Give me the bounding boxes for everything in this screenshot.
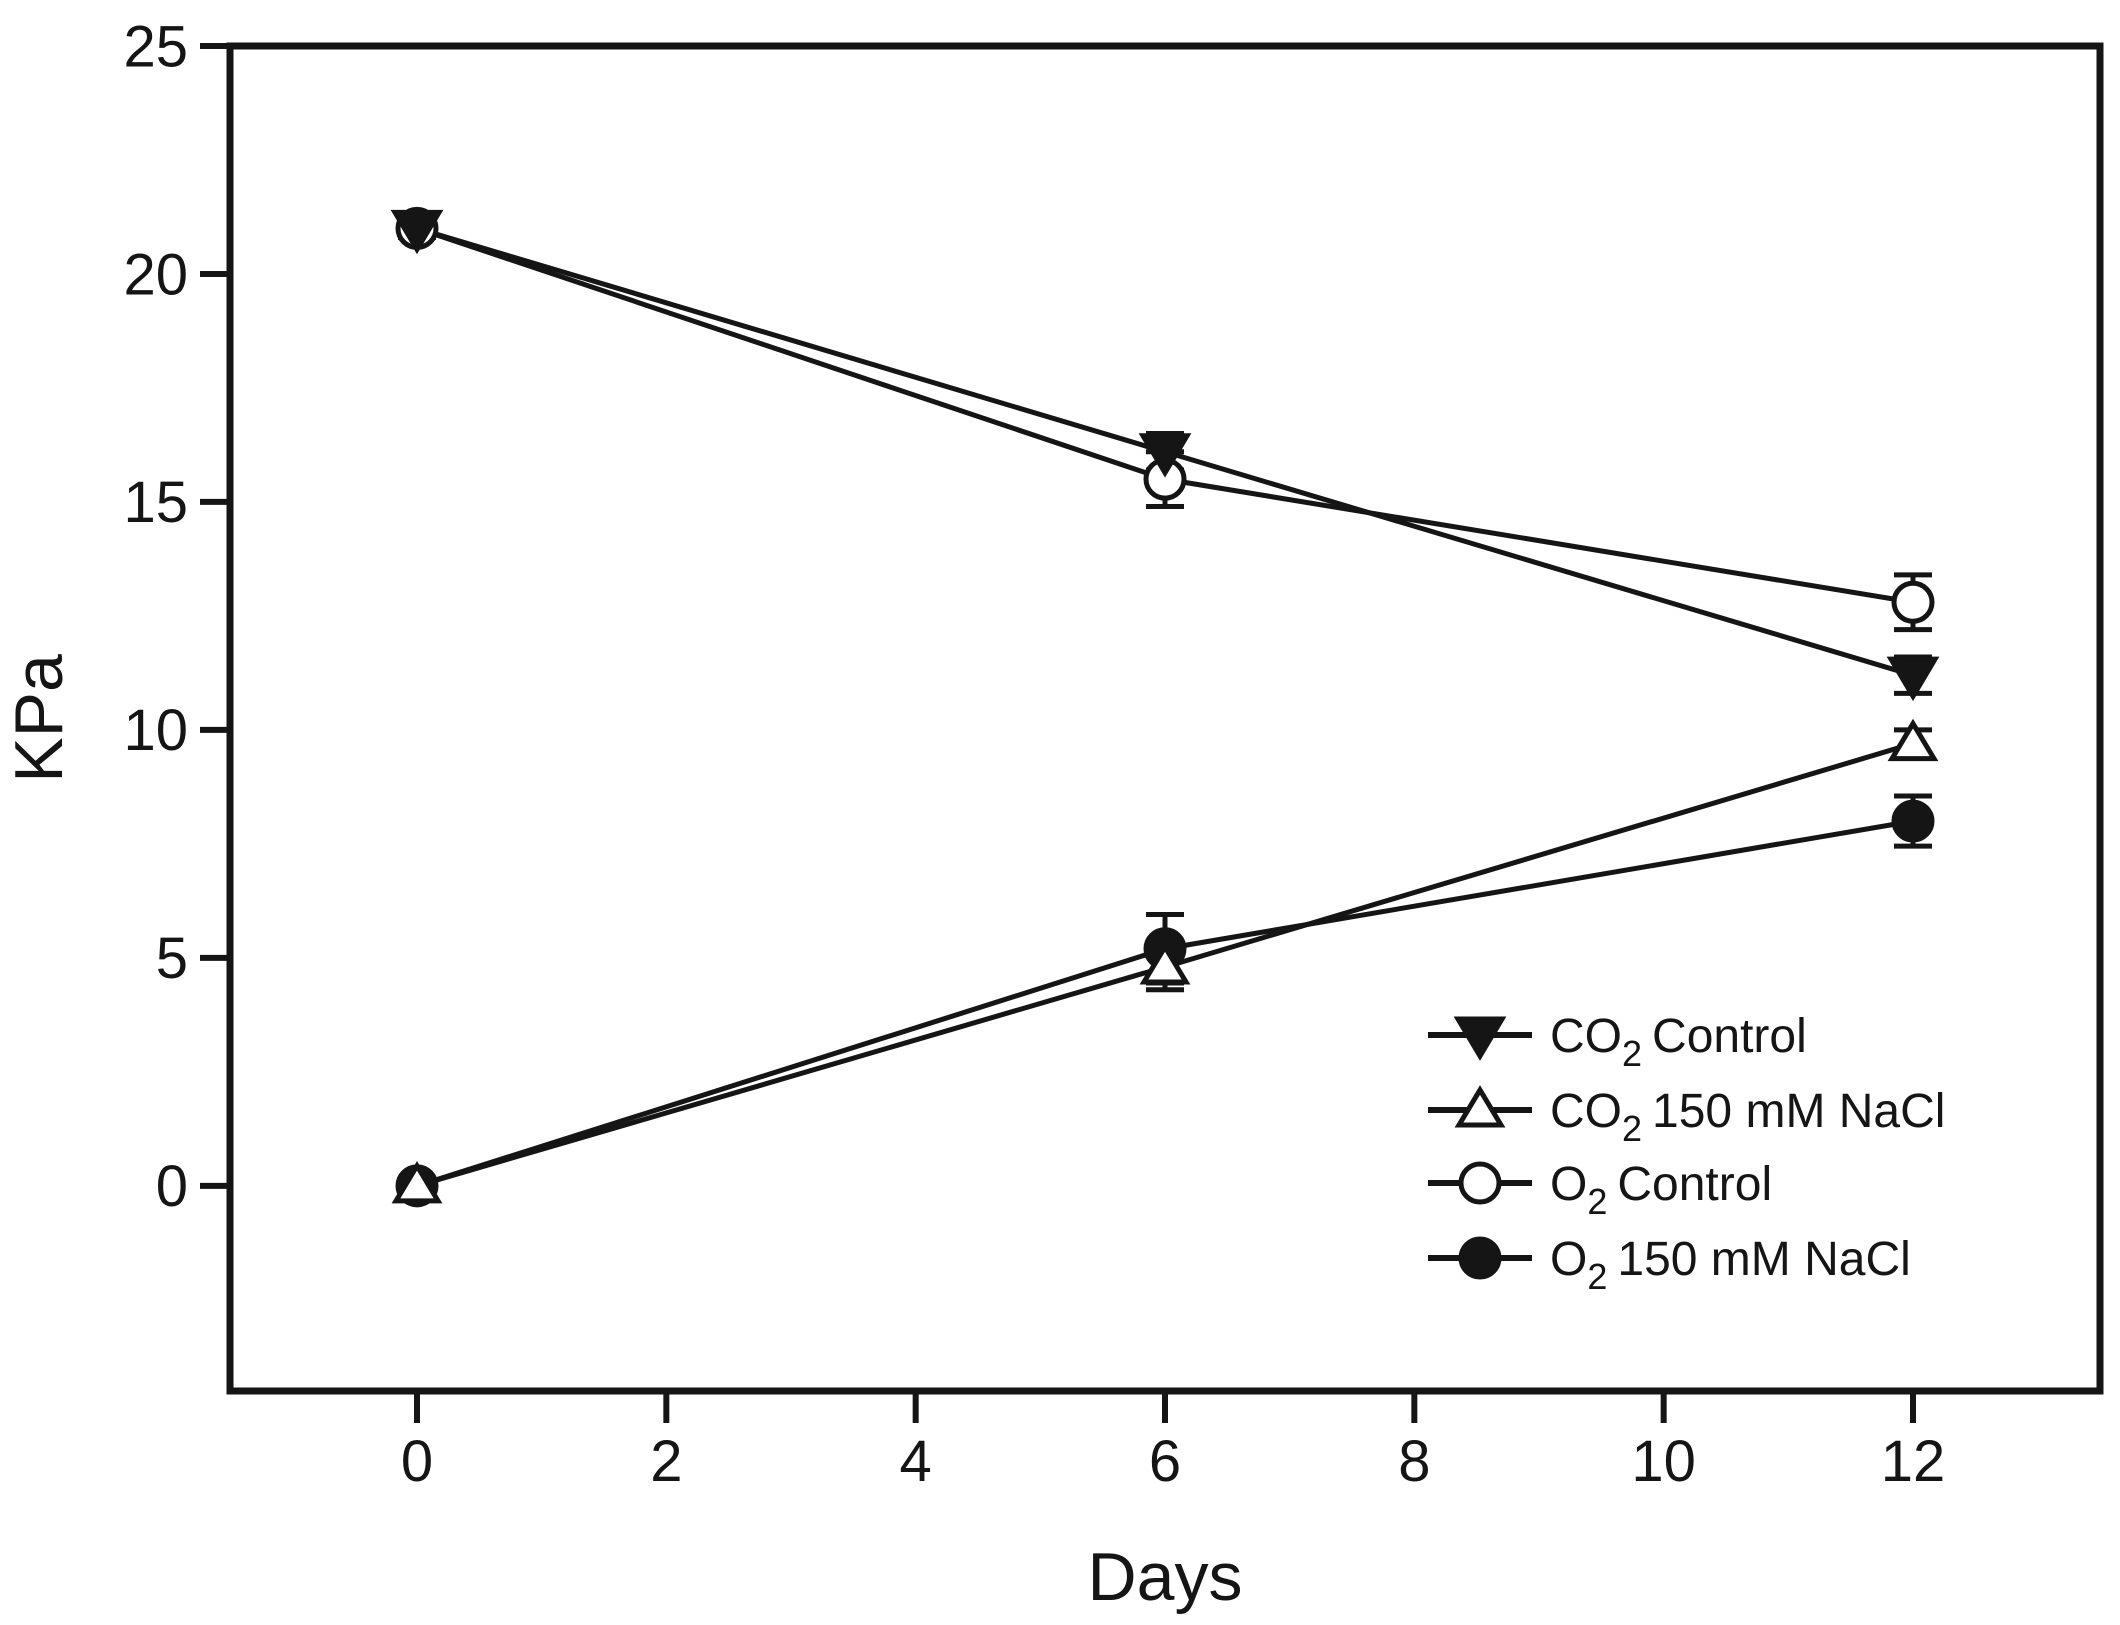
x-axis-title: Days	[1088, 1539, 1243, 1615]
x-tick-label: 12	[1881, 1429, 1946, 1494]
x-tick-label: 0	[401, 1429, 433, 1494]
filled-circle-marker	[1891, 799, 1935, 843]
x-tick-label: 4	[900, 1429, 932, 1494]
y-tick-label: 5	[156, 926, 188, 991]
open-triangle-up-marker	[391, 1160, 443, 1204]
legend-label: CO2 Control	[1550, 1010, 1807, 1074]
filled-triangle-down-marker	[390, 209, 444, 255]
legend-filled-circle-icon	[1458, 1236, 1502, 1280]
open-circle-marker	[1891, 580, 1935, 624]
legend-open-circle-icon	[1458, 1161, 1502, 1205]
x-tick-label: 10	[1631, 1429, 1696, 1494]
legend-label: O2 Control	[1550, 1158, 1772, 1222]
plot-frame	[226, 42, 2104, 1395]
filled-triangle-down-marker	[1138, 433, 1192, 478]
legend: CO2 Control CO2 150 mM NaCl O2 Control O2 150 m…	[1428, 1010, 1945, 1297]
legend-item: O2 150 mM NaCl	[1428, 1233, 1911, 1297]
y-tick-label: 15	[123, 470, 188, 535]
y-tick-label: 10	[123, 698, 188, 763]
x-tick-label: 2	[650, 1429, 682, 1494]
y-tick-label: 25	[123, 14, 188, 79]
y-tick-label: 20	[123, 242, 188, 307]
legend-open-triangle-up-icon	[1454, 1085, 1506, 1128]
x-tick-label: 6	[1149, 1429, 1181, 1494]
legend-item: O2 Control	[1428, 1158, 1772, 1222]
open-triangle-up-marker	[1887, 718, 1939, 762]
legend-filled-triangle-down-icon	[1453, 1016, 1507, 1061]
filled-triangle-down-marker	[1886, 656, 1940, 702]
legend-label: O2 150 mM NaCl	[1550, 1233, 1911, 1297]
open-triangle-up-marker	[1139, 942, 1191, 985]
legend-item: CO2 150 mM NaCl	[1428, 1085, 1945, 1149]
y-axis-title: KPa	[1, 654, 77, 783]
legend-label: CO2 150 mM NaCl	[1550, 1085, 1945, 1149]
series-line-o2-control	[416, 226, 1914, 605]
legend-item: CO2 Control	[1428, 1010, 1807, 1074]
y-tick-label: 0	[156, 1154, 188, 1219]
x-tick-label: 8	[1398, 1429, 1430, 1494]
